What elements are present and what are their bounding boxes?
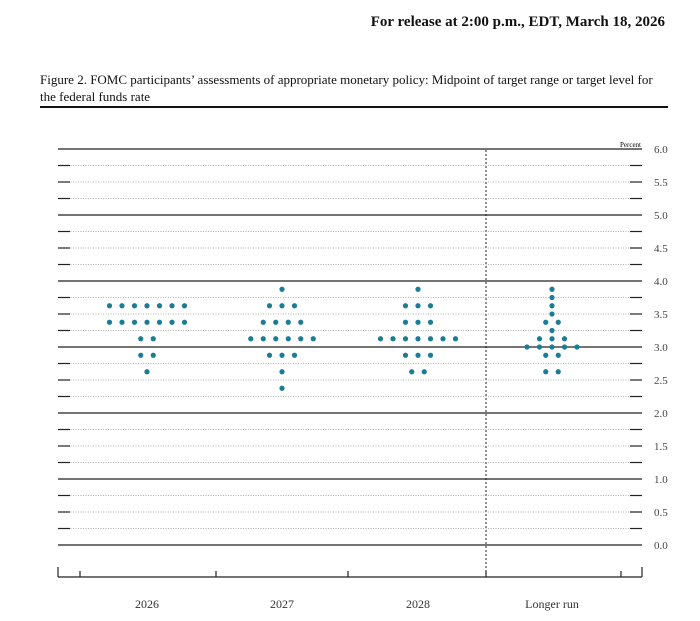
dot-2027	[298, 319, 304, 325]
release-time: For release at 2:00 p.m., EDT, March 18,…	[370, 14, 665, 30]
y-tick-label: 0.0	[654, 540, 668, 552]
dot-2028	[427, 336, 434, 342]
dot-2027	[285, 336, 291, 342]
dot-2028	[452, 336, 459, 342]
y-tick-label: 5.0	[654, 210, 668, 222]
dot-2026	[150, 336, 156, 342]
dot-longer-run	[561, 336, 568, 342]
dot-2026	[181, 319, 188, 325]
dot-2028	[402, 303, 409, 309]
dot-2027	[298, 336, 304, 342]
dot-2027	[248, 336, 254, 342]
y-tick-label: 3.0	[654, 342, 668, 354]
dot-2028	[402, 336, 409, 342]
figure-caption: Figure 2. FOMC participants’ assessments…	[40, 72, 653, 104]
dot-2028	[415, 319, 421, 325]
dot-longer-run	[549, 327, 555, 334]
dot-2027	[279, 286, 285, 292]
dot-2027	[279, 303, 285, 309]
x-category-label: Longer run	[525, 597, 579, 611]
x-category-label: 2028	[406, 597, 430, 611]
dot-longer-run	[549, 286, 555, 292]
dot-2027	[285, 319, 291, 325]
y-tick-label: 3.5	[654, 309, 668, 321]
dot-2026	[144, 369, 150, 375]
dot-2026	[156, 303, 163, 309]
dot-2028	[427, 352, 434, 358]
dot-2026	[138, 336, 144, 342]
dot-longer-run	[543, 352, 549, 358]
dot-2027	[260, 336, 266, 342]
dot-2028	[409, 369, 415, 375]
dot-2027	[291, 303, 298, 309]
dot-longer-run	[549, 344, 555, 350]
dot-2026	[119, 319, 125, 325]
dot-longer-run	[524, 344, 530, 350]
dot-2026	[131, 319, 138, 325]
dot-longer-run	[549, 336, 555, 342]
dot-2026	[144, 303, 150, 309]
dot-longer-run	[536, 336, 543, 342]
dot-longer-run	[561, 344, 568, 350]
dot-2026	[131, 303, 138, 309]
dot-2028	[402, 319, 409, 325]
dot-2028	[415, 286, 421, 292]
dot-2026	[150, 352, 156, 358]
dot-2027	[266, 303, 273, 309]
x-category-label: 2027	[270, 597, 294, 611]
caption-rule	[40, 106, 668, 108]
y-axis-label: Percent	[620, 141, 641, 149]
dot-longer-run	[574, 344, 580, 350]
dot-2028	[421, 369, 427, 375]
dot-longer-run	[549, 294, 555, 301]
dot-2026	[144, 319, 150, 325]
dot-longer-run	[555, 319, 561, 325]
dot-2028	[402, 352, 409, 358]
dot-2027	[310, 336, 316, 342]
y-tick-label: 4.5	[654, 243, 668, 255]
dot-2027	[279, 385, 285, 391]
dot-longer-run	[555, 352, 561, 358]
dot-2026	[169, 303, 175, 309]
dot-longer-run	[536, 344, 543, 350]
dot-2028	[427, 319, 434, 325]
dot-2027	[273, 319, 279, 325]
dot-2028	[415, 336, 421, 342]
dot-2026	[169, 319, 175, 325]
dot-2027	[273, 336, 279, 342]
dot-2028	[427, 303, 434, 309]
dot-2028	[377, 336, 384, 342]
dot-longer-run	[549, 303, 555, 309]
y-tick-label: 2.5	[654, 375, 668, 387]
y-tick-label: 1.5	[654, 441, 668, 453]
dot-2028	[440, 336, 446, 342]
dot-2026	[138, 352, 144, 358]
dot-2026	[181, 303, 188, 309]
dot-2027	[279, 369, 285, 375]
y-tick-label: 0.5	[654, 507, 668, 519]
dot-2027	[291, 352, 298, 358]
dot-2027	[266, 352, 273, 358]
dot-2028	[415, 303, 421, 309]
dot-2026	[106, 319, 113, 325]
x-category-label: 2026	[135, 597, 159, 611]
dot-2028	[390, 336, 396, 342]
dot-2027	[260, 319, 266, 325]
y-tick-label: 2.0	[654, 408, 668, 420]
dot-2026	[119, 303, 125, 309]
dot-longer-run	[555, 369, 561, 375]
dot-longer-run	[543, 369, 549, 375]
dot-2028	[415, 352, 421, 358]
y-tick-label: 4.0	[654, 276, 668, 288]
dot-longer-run	[543, 319, 549, 325]
y-tick-label: 1.0	[654, 474, 668, 486]
dot-2026	[156, 319, 163, 325]
y-tick-label: 6.0	[654, 144, 668, 156]
dot-2026	[106, 303, 113, 309]
dot-longer-run	[549, 311, 555, 317]
dot-2027	[279, 352, 285, 358]
y-tick-label: 5.5	[654, 177, 668, 189]
